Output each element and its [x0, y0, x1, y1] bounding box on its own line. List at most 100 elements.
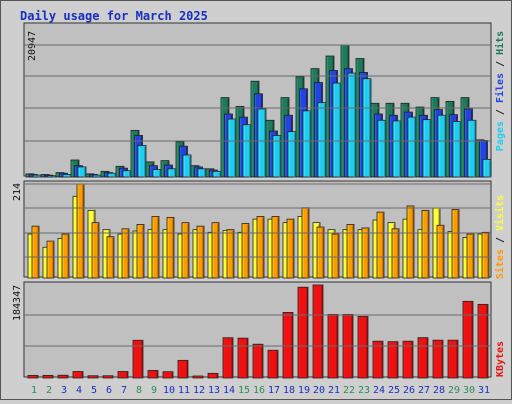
day-label-10: 10 [163, 385, 175, 396]
sites-bar-20 [316, 226, 325, 279]
hits-legend-part-5: Hits [494, 31, 506, 55]
sites-bar-8 [136, 224, 145, 279]
sites-bar-22 [346, 224, 355, 279]
kbytes-max-label: 184347 [12, 285, 23, 321]
pages-bar-28 [437, 114, 447, 178]
kbytes-bar-13 [207, 372, 219, 379]
kbytes-bar-24 [372, 340, 384, 379]
pages-bar-11 [182, 154, 192, 178]
sites-bar-11 [181, 222, 190, 279]
pages-bar-18 [287, 131, 297, 178]
sites-bar-14 [226, 229, 235, 279]
pages-bar-16 [257, 108, 267, 178]
day-label-2: 2 [46, 385, 52, 396]
kbytes-bar-9 [147, 370, 159, 379]
pages-bar-22 [347, 72, 357, 178]
sites-bar-7 [121, 228, 130, 279]
sites-bar-28 [436, 224, 445, 279]
kbytes-bar-8 [132, 339, 144, 379]
day-label-25: 25 [388, 385, 400, 396]
day-label-9: 9 [151, 385, 157, 396]
sites-bar-5 [91, 222, 100, 279]
kbytes-bar-3 [57, 374, 69, 379]
kbytes-bar-10 [162, 371, 174, 379]
kbytes-bar-4 [72, 371, 84, 379]
pages-bar-13 [212, 170, 222, 178]
visits-legend-part-2: / [495, 231, 506, 249]
kbytes-bar-19 [297, 286, 309, 379]
kbytes-bar-18 [282, 312, 294, 379]
day-label-30: 30 [463, 385, 475, 396]
pages-bar-19 [302, 110, 312, 178]
day-label-28: 28 [433, 385, 445, 396]
sites-bar-3 [61, 233, 70, 279]
hits-legend-part-4: / [495, 55, 506, 73]
sites-bar-16 [256, 216, 265, 279]
kbytes-bar-6 [102, 375, 114, 379]
sites-bar-21 [331, 233, 340, 279]
x-axis-labels: 1 2 3 4 5 6 7 8 9 10 11 12 13 14 15 16 17 18 19 20 21 22 23 24 2… [31, 385, 490, 396]
day-label-14: 14 [223, 385, 235, 396]
kbytes-bar-27 [417, 337, 429, 379]
pages-bar-5 [92, 174, 102, 178]
sites-bar-31 [481, 231, 490, 279]
pages-bar-31 [482, 158, 492, 178]
bars [25, 44, 492, 379]
kbytes-bar-16 [252, 343, 264, 379]
day-label-22: 22 [343, 385, 355, 396]
kbytes-bar-15 [237, 337, 249, 379]
kbytes-bar-28 [432, 339, 444, 379]
sites-bar-9 [151, 216, 160, 279]
day-label-31: 31 [478, 385, 490, 396]
sites-bar-15 [241, 223, 250, 279]
day-label-3: 3 [61, 385, 67, 396]
pages-bar-23 [362, 78, 372, 178]
kbytes-bar-31 [477, 303, 489, 379]
day-label-23: 23 [358, 385, 370, 396]
kbytes-bar-5 [87, 375, 99, 379]
pages-bar-30 [467, 119, 477, 178]
kbytes-bar-30 [462, 300, 474, 379]
day-label-27: 27 [418, 385, 430, 396]
hits-legend-part-1: Pages [495, 121, 506, 151]
chart-title: Daily usage for March 2025 [20, 9, 208, 23]
day-label-13: 13 [208, 385, 220, 396]
sites-bar-24 [376, 211, 385, 279]
pages-bar-10 [167, 168, 177, 178]
pages-bar-17 [272, 135, 282, 178]
sites-bar-18 [286, 218, 295, 279]
kbytes-legend: KBytes [495, 341, 506, 377]
pages-bar-24 [377, 119, 387, 178]
hits-max-label: 20947 [27, 31, 38, 61]
pages-bar-15 [242, 124, 252, 178]
day-label-24: 24 [373, 385, 385, 396]
sites-bar-26 [406, 205, 415, 279]
day-label-29: 29 [448, 385, 460, 396]
sites-bar-27 [421, 209, 430, 279]
day-label-17: 17 [268, 385, 280, 396]
day-label-16: 16 [253, 385, 265, 396]
visits-max-label: 214 [12, 183, 23, 201]
day-label-18: 18 [283, 385, 295, 396]
day-label-11: 11 [178, 385, 190, 396]
kbytes-bar-14 [222, 337, 234, 379]
pages-bar-9 [152, 169, 162, 178]
sites-bar-1 [31, 225, 40, 279]
pages-bar-20 [317, 102, 327, 178]
gridlines [24, 44, 491, 347]
sites-bar-25 [391, 228, 400, 279]
pages-bar-29 [452, 121, 462, 178]
day-label-8: 8 [136, 385, 142, 396]
visits-legend-part-1: Sites [494, 249, 506, 279]
visits-legend: Sites / Visits [494, 195, 506, 279]
pages-bar-21 [332, 82, 342, 178]
pages-bar-2 [47, 175, 57, 178]
kbytes-bar-29 [447, 339, 459, 379]
pages-bar-12 [197, 168, 207, 178]
kbytes-bar-17 [267, 349, 279, 379]
sites-bar-2 [46, 240, 55, 279]
kbytes-bar-7 [117, 371, 129, 379]
sites-bar-4 [76, 183, 85, 279]
